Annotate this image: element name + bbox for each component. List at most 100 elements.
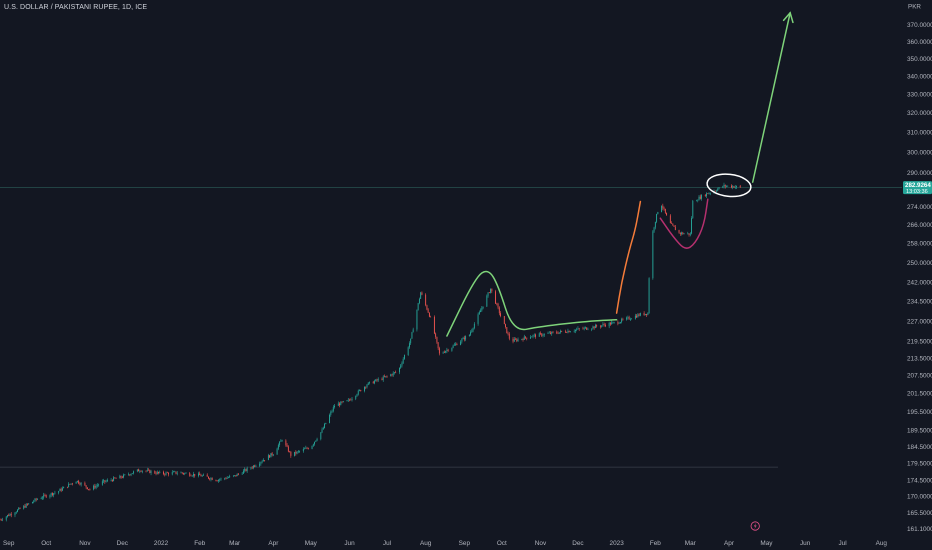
candle-body <box>5 516 7 520</box>
candle-body <box>208 476 209 479</box>
candle-body <box>27 504 28 505</box>
candle-body <box>347 399 349 401</box>
candle-body <box>36 499 38 500</box>
candle-body <box>672 223 674 226</box>
candle-body <box>216 480 218 482</box>
candle-body <box>272 454 274 456</box>
candle-body <box>146 469 148 471</box>
candle-body <box>599 326 601 328</box>
candle-body <box>276 448 278 455</box>
candle-body <box>576 329 578 330</box>
candle-body <box>407 347 409 356</box>
y-tick-label: 360.0000 <box>907 39 932 46</box>
candle-body <box>271 453 273 456</box>
candle-body <box>437 342 439 349</box>
candle-body <box>452 345 454 348</box>
candle-body <box>731 185 732 188</box>
candle-body <box>517 339 519 342</box>
candle-body <box>337 403 339 406</box>
candle-body <box>682 232 684 235</box>
candle-body <box>51 493 53 496</box>
candle-body <box>140 471 142 472</box>
candle-body <box>377 379 379 381</box>
candle-body <box>40 498 42 500</box>
candle-body <box>604 324 606 327</box>
candle-body <box>123 474 125 478</box>
green-arrow-head <box>782 11 794 24</box>
candle-body <box>259 463 261 466</box>
candle-body <box>463 337 465 340</box>
candle-body <box>583 327 585 329</box>
x-tick-label: Oct <box>41 540 51 547</box>
candle-body <box>375 379 377 382</box>
candle-body <box>314 441 316 445</box>
candle-body <box>139 471 141 472</box>
candle-body <box>570 331 571 333</box>
y-tick-label: 227.0000 <box>907 318 932 325</box>
candle-body <box>312 444 314 446</box>
candle-body <box>364 386 365 392</box>
currency-label: PKR <box>908 4 921 11</box>
candle-body <box>190 475 192 477</box>
candle-body <box>385 376 387 377</box>
candle-body <box>674 226 676 231</box>
x-tick-label: May <box>305 540 318 547</box>
x-tick-label: Sep <box>3 540 15 547</box>
y-tick-label: 201.5000 <box>907 391 932 398</box>
candle-body <box>734 186 736 188</box>
candle-body <box>421 292 423 295</box>
candle-body <box>496 303 498 305</box>
candle-body <box>473 323 475 329</box>
candle-body <box>281 440 283 442</box>
x-tick-label: Jun <box>344 540 355 547</box>
symbol-title[interactable]: U.S. DOLLAR / PAKISTANI RUPEE, 1D, ICE <box>4 4 148 11</box>
candle-body <box>627 317 629 318</box>
candle-body <box>551 331 553 334</box>
candle-body <box>58 491 60 493</box>
candle-body <box>587 329 589 331</box>
candle-body <box>70 483 72 485</box>
candle-body <box>629 319 631 320</box>
candle-body <box>506 327 508 334</box>
candle-body <box>411 332 413 339</box>
candle-body <box>128 474 130 476</box>
candle-body <box>184 473 186 474</box>
candle-body <box>657 211 659 215</box>
candle-body <box>654 221 656 228</box>
candle-body <box>220 478 222 480</box>
candle-body <box>131 473 133 475</box>
candle-body <box>35 498 37 500</box>
candle-body <box>540 333 541 334</box>
x-tick-label: Jul <box>838 540 846 547</box>
candle-body <box>261 461 263 463</box>
candle-body <box>442 352 444 354</box>
y-tick-label: 274.0000 <box>907 204 932 211</box>
candle-body <box>103 480 105 482</box>
x-tick-label: Sep <box>459 540 471 547</box>
y-tick-label: 310.0000 <box>907 129 932 136</box>
candle-body <box>550 332 551 334</box>
candle-body <box>96 485 98 486</box>
candle-body <box>639 313 641 316</box>
candle-body <box>45 495 47 498</box>
candle-body <box>646 313 648 315</box>
candle-body <box>25 504 27 508</box>
candle-body <box>376 379 378 381</box>
candle-body <box>305 447 307 449</box>
candle-body <box>505 324 506 328</box>
candle-body <box>596 325 598 327</box>
candle-body <box>104 480 106 482</box>
candle-body <box>617 322 619 324</box>
y-tick-label: 266.0000 <box>907 222 932 229</box>
candle-body <box>612 322 614 323</box>
x-tick-label: Oct <box>497 540 507 547</box>
candle-body <box>250 467 252 469</box>
candle-body <box>717 188 719 191</box>
candle-body <box>69 483 71 485</box>
candle-body <box>707 193 709 195</box>
candle-body <box>95 485 97 488</box>
grid-layer <box>0 187 902 468</box>
y-tick-label: 161.1000 <box>907 526 932 533</box>
